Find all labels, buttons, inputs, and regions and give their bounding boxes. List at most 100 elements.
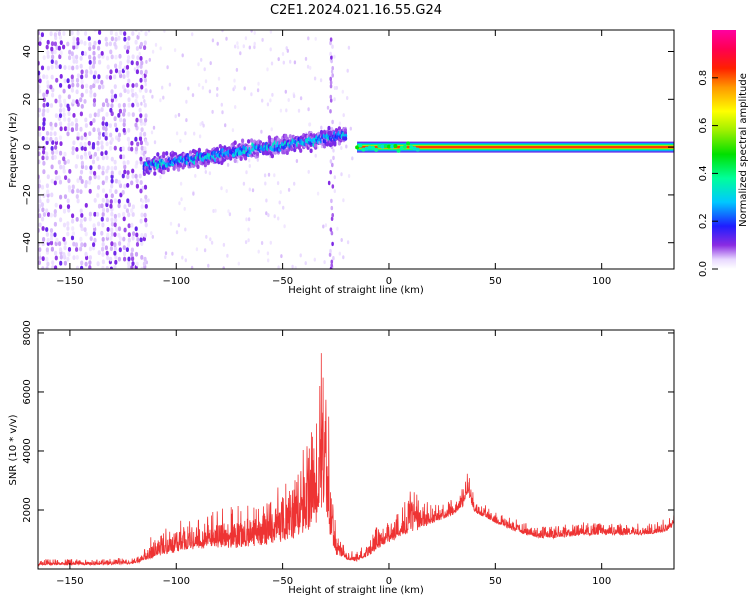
snr-series-line bbox=[38, 353, 674, 567]
spectrogram-cell bbox=[80, 179, 84, 184]
spectrogram-cell bbox=[76, 178, 80, 184]
spectrogram-cell bbox=[210, 240, 214, 245]
spectrogram-cell bbox=[46, 212, 51, 217]
spectrogram-cell bbox=[114, 63, 118, 69]
spectrogram-cell bbox=[247, 139, 251, 144]
spectrogram-cell bbox=[70, 30, 74, 36]
spectrogram-cell bbox=[136, 55, 140, 60]
spectrogram-cell bbox=[50, 64, 54, 70]
snr-panel: −150 −100 −50 0 50 100 2000 4000 6000 8000 Height… bbox=[8, 320, 675, 596]
spectrogram-cell bbox=[208, 171, 212, 176]
spectrogram-cell bbox=[263, 173, 267, 178]
spectrogram-cell bbox=[51, 150, 55, 155]
spectrogram-cell bbox=[110, 166, 114, 171]
spectrogram-cell bbox=[46, 54, 50, 59]
spectrogram-cell bbox=[59, 194, 63, 200]
spectrogram-cell bbox=[104, 126, 108, 132]
spectrogram-cell bbox=[113, 159, 117, 165]
spectrogram-cell bbox=[104, 193, 108, 199]
y-tick-label: 0 bbox=[22, 144, 33, 150]
spectrogram-cell bbox=[138, 107, 142, 113]
spectrogram-cell bbox=[46, 39, 50, 45]
spectrogram-cell bbox=[38, 188, 41, 193]
spectrogram-cell bbox=[84, 203, 88, 208]
spectrogram-cell bbox=[222, 266, 225, 269]
spectrogram-cell bbox=[80, 164, 85, 170]
spectrogram-cell bbox=[58, 179, 63, 185]
spectrogram-cell bbox=[38, 179, 41, 184]
spectrogram-cell bbox=[409, 145, 414, 150]
y-tick-label: 6000 bbox=[22, 379, 33, 404]
spectrogram-cell bbox=[91, 159, 96, 165]
spectrogram-cell bbox=[62, 112, 66, 118]
spectrogram-cell bbox=[59, 50, 63, 56]
spectrogram-cell bbox=[96, 261, 100, 267]
spectrogram-cell bbox=[162, 169, 166, 175]
spectrogram-cell bbox=[130, 265, 134, 269]
spectrogram-cell bbox=[149, 89, 152, 94]
spectrogram-cell bbox=[92, 74, 96, 80]
spectrogram-cell bbox=[253, 30, 256, 35]
spectrogram-cell bbox=[59, 40, 63, 45]
spectrogram-cell bbox=[134, 39, 138, 45]
spectrogram-cell bbox=[54, 265, 58, 269]
spectrogram-cell bbox=[177, 167, 181, 172]
spectrogram-cell bbox=[139, 180, 143, 185]
spectrogram-cell bbox=[63, 194, 68, 200]
spectrogram-cell bbox=[136, 34, 140, 40]
spectrogram-cell bbox=[83, 227, 87, 233]
spectrogram-cell bbox=[140, 127, 144, 132]
spectrogram-cell bbox=[134, 92, 137, 96]
spectrogram-cell bbox=[53, 131, 57, 137]
spectrogram-cell bbox=[55, 45, 59, 51]
spectrogram-cell bbox=[68, 169, 72, 174]
spectrogram-cell bbox=[330, 69, 334, 74]
spectrogram-cell bbox=[234, 44, 237, 49]
spectrogram-cell bbox=[127, 146, 131, 152]
spectrogram-cell bbox=[55, 175, 59, 181]
spectrogram-cell bbox=[79, 39, 84, 45]
spectrogram-cell bbox=[264, 181, 267, 186]
spectrogram-cell bbox=[58, 35, 63, 40]
spectrogram-cell bbox=[58, 94, 62, 100]
spectrogram-cell bbox=[141, 185, 145, 190]
spectrogram-cell bbox=[101, 170, 105, 176]
spectrogram-cell bbox=[139, 69, 143, 75]
spectrogram-cell bbox=[38, 126, 42, 131]
spectrogram-cell bbox=[242, 181, 246, 186]
spectrogram-cell bbox=[66, 226, 70, 231]
spectrogram-cell bbox=[144, 222, 148, 228]
spectrogram-cell bbox=[347, 174, 351, 178]
colorbar-gradient bbox=[712, 30, 736, 269]
spectrogram-cell bbox=[97, 175, 101, 180]
spectrogram-cell bbox=[307, 169, 310, 174]
spectrogram-cell bbox=[83, 51, 87, 56]
spectrogram-cell bbox=[100, 144, 104, 150]
y-tick-label: 40 bbox=[22, 45, 33, 58]
spectrogram-cell bbox=[126, 58, 130, 64]
spectrogram-cell bbox=[415, 147, 420, 152]
spectrogram-cell bbox=[45, 44, 49, 50]
spectrogram-cell bbox=[117, 103, 121, 108]
spectrogram-cell bbox=[156, 152, 160, 157]
x-tick-label: −50 bbox=[272, 576, 293, 587]
spectrogram-cell bbox=[130, 252, 134, 258]
spectrogram-cell bbox=[38, 151, 41, 157]
spectrogram-cell bbox=[248, 207, 252, 212]
spectrogram-cell bbox=[85, 69, 89, 75]
spectrogram-cell bbox=[351, 156, 354, 161]
spectrogram-frame bbox=[37, 29, 675, 270]
spectrogram-cell bbox=[67, 65, 71, 71]
spectrogram-cell bbox=[42, 237, 46, 242]
spectrogram-cell bbox=[127, 256, 131, 262]
spectrogram-cell bbox=[66, 204, 71, 210]
spectrogram-cell bbox=[117, 137, 121, 143]
spectrogram-cell bbox=[118, 183, 123, 189]
spectrogram-cell bbox=[85, 83, 89, 89]
spectrogram-cell bbox=[119, 192, 123, 198]
spectrogram-cell bbox=[100, 203, 104, 209]
spectrogram-cell bbox=[304, 56, 308, 61]
spectrogram-cell bbox=[282, 205, 285, 210]
spectrogram-cell bbox=[110, 193, 114, 199]
spectrogram-cell bbox=[330, 259, 334, 264]
